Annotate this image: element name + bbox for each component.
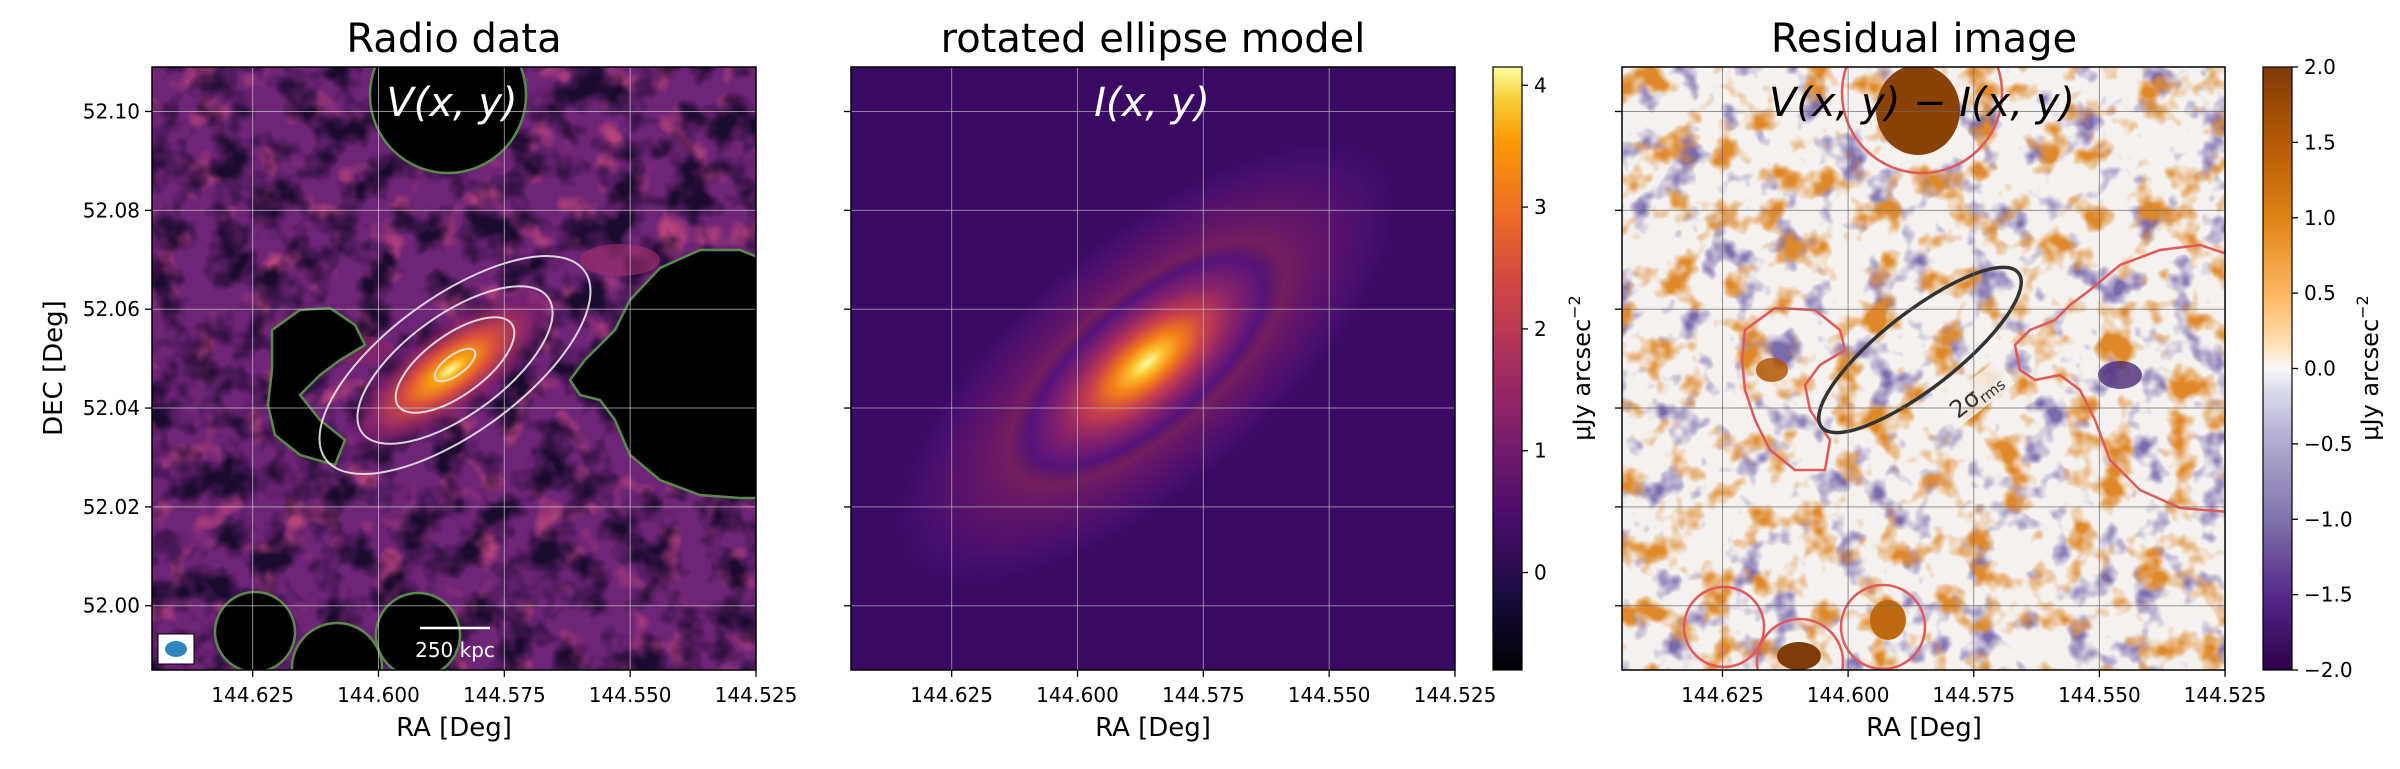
y-ticks-panel-3 (1615, 110, 1622, 607)
colorbar-tick-label: 0 (1534, 561, 1547, 585)
x-ticks-panel-2: 144.625 144.600 144.575 144.550 144.525 (910, 670, 1496, 707)
model-contours (318, 255, 592, 475)
y-ticks-panel-2 (844, 110, 851, 607)
x-ticks-panel-1: 144.625 144.600 144.575 144.550 144.525 (211, 670, 797, 707)
colorbar-label-model: μJy arcsec−2 (1565, 295, 1596, 440)
panel-radio-data: 250 kpc V(x, y) Radio data RA [Deg] DEC … (39, 16, 797, 743)
y-tick-label: 52.02 (83, 495, 140, 519)
panel-residual: 2σrms V(x, y) − I(x, y) Residual image R… (1615, 16, 2384, 743)
y-axis-label: DEC [Deg] (39, 300, 69, 436)
x-tick-label: 144.550 (589, 683, 672, 707)
grid-panel-3 (1622, 67, 2225, 670)
y-tick-label: 52.06 (83, 297, 140, 321)
y-tick-label: 52.10 (83, 99, 140, 123)
scalebar-label: 250 kpc (415, 638, 495, 662)
colorbar-label-residual: μJy arcsec−2 (2353, 295, 2384, 440)
colorbar-tick-label: 2 (1534, 317, 1547, 341)
colorbar-tick-label: 1 (1534, 439, 1547, 463)
data-mask-contours (213, 67, 756, 670)
x-axis-label: RA [Deg] (1866, 713, 1982, 743)
x-tick-label: 144.525 (715, 683, 798, 707)
beam-ellipse (165, 641, 187, 657)
x-tick-label: 144.600 (1807, 683, 1890, 707)
x-tick-label: 144.625 (211, 683, 294, 707)
x-tick-label: 144.525 (1414, 683, 1497, 707)
x-tick-label: 144.600 (337, 683, 420, 707)
model-ellipse (1009, 241, 1285, 485)
x-tick-label: 144.550 (2058, 683, 2141, 707)
grid-panel-2 (851, 67, 1455, 670)
x-tick-label: 144.600 (1036, 683, 1119, 707)
panel-model: I(x, y) rotated ellipse model RA [Deg] 1… (844, 16, 1596, 743)
overlay-label-model: I(x, y) (1094, 80, 1210, 126)
colorbar-puor (2262, 66, 2293, 671)
x-axis-label: RA [Deg] (1095, 713, 1211, 743)
x-tick-label: 144.575 (1932, 683, 2015, 707)
colorbar-tick-label: 0.0 (2304, 357, 2336, 381)
panel-title-radio-data: Radio data (346, 16, 561, 62)
panel-title-residual: Residual image (1771, 16, 2077, 62)
colorbar-tick-label: −1.5 (2304, 583, 2353, 607)
sigma-ellipse (1817, 265, 2023, 435)
y-tick-label: 52.04 (83, 396, 140, 420)
y-tick-label: 52.08 (83, 198, 140, 222)
x-tick-label: 144.550 (1288, 683, 1371, 707)
panel-title-model: rotated ellipse model (941, 16, 1366, 62)
colorbar-ticks-residual: 2.0 1.5 1.0 0.5 0.0 −0.5 −1.0 −1.5 −2.0 (2292, 55, 2353, 682)
x-tick-label: 144.575 (463, 683, 546, 707)
x-axis-label: RA [Deg] (396, 713, 512, 743)
colorbar-tick-label: −1.0 (2304, 507, 2353, 531)
colorbar-tick-label: 3 (1534, 195, 1547, 219)
colorbar-tick-label: −2.0 (2304, 658, 2353, 682)
colorbar-inferno (1492, 66, 1523, 671)
x-ticks-panel-3: 144.625 144.600 144.575 144.550 144.525 (1681, 670, 2266, 707)
colorbar-tick-label: 1.0 (2304, 206, 2336, 230)
data-mask-regions (215, 67, 756, 670)
grid-panel-1 (152, 67, 756, 670)
colorbar-tick-label: 1.5 (2304, 130, 2336, 154)
x-tick-label: 144.575 (1162, 683, 1245, 707)
colorbar-tick-label: 4 (1534, 73, 1547, 97)
x-tick-label: 144.525 (2184, 683, 2267, 707)
x-tick-label: 144.625 (910, 683, 993, 707)
y-ticks-panel-1: 52.10 52.08 52.06 52.04 52.02 52.00 (83, 99, 152, 618)
colorbar-ticks-model: 4 3 2 1 0 (1522, 73, 1547, 585)
overlay-label-data: V(x, y) (386, 80, 517, 126)
x-tick-label: 144.625 (1681, 683, 1764, 707)
colorbar-tick-label: 2.0 (2304, 55, 2336, 79)
colorbar-tick-label: −0.5 (2304, 432, 2353, 456)
overlay-label-residual: V(x, y) − I(x, y) (1769, 80, 2075, 126)
y-tick-label: 52.00 (83, 594, 140, 618)
colorbar-tick-label: 0.5 (2304, 281, 2336, 305)
